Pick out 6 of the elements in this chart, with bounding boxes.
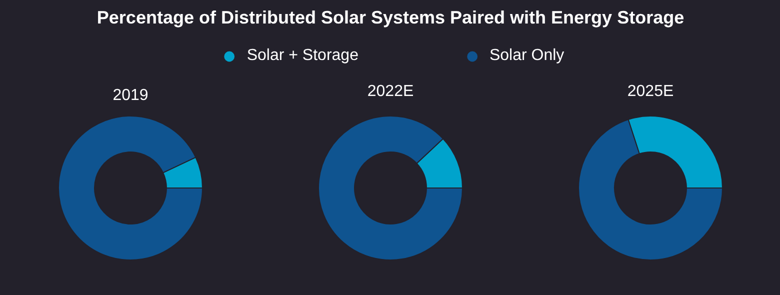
chart-subtitle: 2022E: [367, 82, 414, 100]
chart-subtitle: 2025E: [627, 82, 674, 100]
legend-label: Solar Only: [489, 47, 564, 65]
text: 2019: [112, 86, 148, 104]
legend-label: Solar + Storage: [246, 47, 358, 65]
chart-title: Percentage of Distributed Solar Systems Paired with Energy Storage: [96, 8, 684, 28]
